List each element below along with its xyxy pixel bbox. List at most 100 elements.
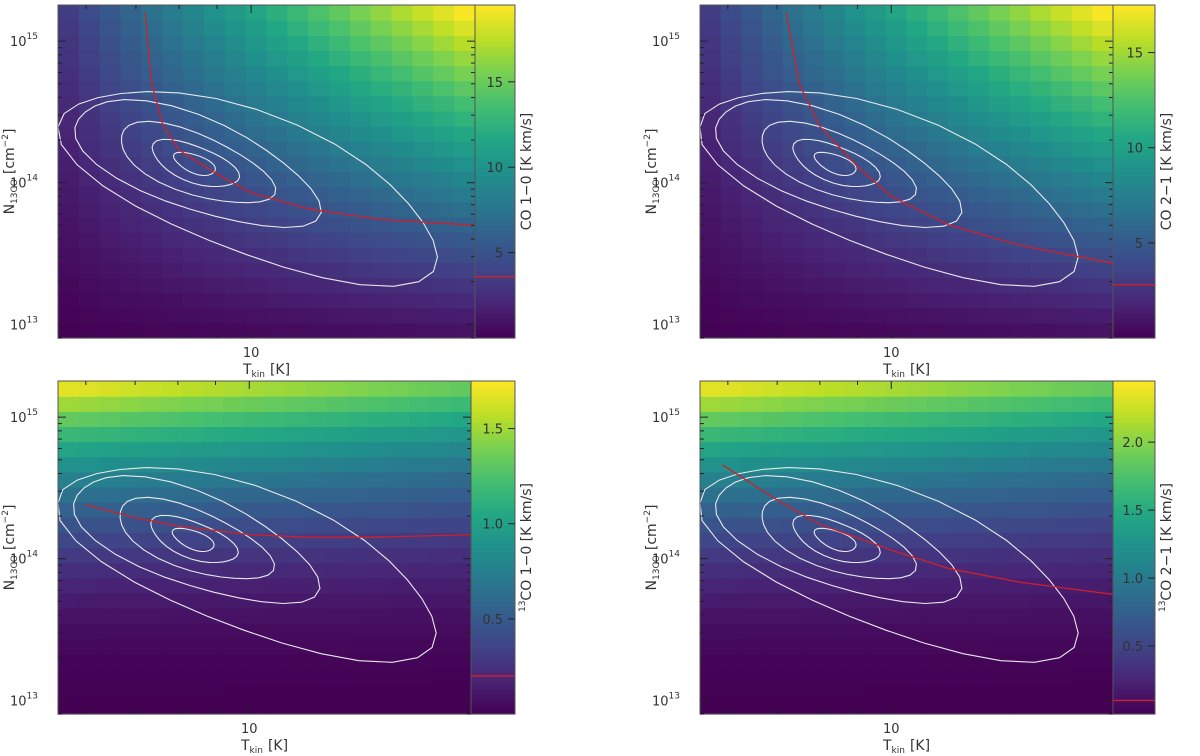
heatmap-cell [1092, 608, 1114, 624]
colorbar-segment [471, 485, 515, 490]
heatmap-cell [347, 592, 369, 609]
heatmap-cell [865, 50, 887, 67]
colorbar-segment [1113, 485, 1155, 490]
heatmap-cell [741, 592, 763, 609]
heatmap-cell [865, 638, 887, 655]
heatmap-cell [367, 517, 389, 533]
colorbar-segment [1113, 593, 1155, 599]
heatmap-cell [1030, 201, 1052, 218]
colorbar-segment [1113, 493, 1155, 499]
colorbar-segment [1113, 304, 1155, 310]
heatmap-cell [700, 95, 722, 112]
heatmap-cell [844, 50, 866, 67]
colorbar-label-rest: CO 1−0 [K km/s] [519, 113, 535, 231]
heatmap-cell [865, 80, 887, 97]
colorbar-segment [471, 460, 515, 465]
heatmap-cell [906, 517, 928, 533]
heatmap-cell [308, 232, 330, 248]
heatmap-cell [1030, 502, 1052, 518]
heatmap-cell [181, 441, 204, 458]
heatmap-cell [285, 517, 307, 533]
heatmap-cell [161, 456, 183, 473]
heatmap-cell [58, 471, 80, 488]
heatmap-cell [823, 216, 846, 233]
heatmap-cell [141, 201, 163, 218]
heatmap-cell [1009, 668, 1031, 685]
colorbar-segment [471, 639, 515, 644]
heatmap-cell [78, 668, 100, 685]
colorbar-segment [1113, 397, 1155, 403]
heatmap-cell [720, 126, 742, 142]
heatmap-cell [287, 247, 309, 263]
heatmap-cell [844, 577, 866, 594]
heatmap-cell [140, 577, 162, 594]
heatmap-cell [761, 608, 784, 624]
heatmap-cell [450, 683, 472, 700]
heatmap-cell [700, 698, 722, 715]
heatmap-cell [803, 156, 825, 173]
heatmap-cell [285, 592, 307, 609]
heatmap-cell [412, 186, 434, 203]
colorbar-segment [475, 121, 515, 127]
heatmap-cell [761, 653, 784, 670]
heatmap-cell [140, 653, 162, 670]
colorbar-segment [1113, 430, 1155, 436]
heatmap-cell [78, 608, 100, 624]
heatmap-cell [266, 50, 288, 67]
colorbar-segment [1113, 659, 1155, 665]
heatmap-cell [720, 517, 742, 533]
heatmap-cell [450, 502, 472, 518]
heatmap-cell [1071, 608, 1093, 624]
heatmap-cell [1092, 623, 1114, 639]
colorbar-segment [1113, 217, 1155, 223]
heatmap-cell [78, 441, 100, 458]
colorbar-segment [471, 381, 515, 386]
heatmap-cell [370, 65, 393, 82]
colorbar-segment [475, 38, 515, 44]
heatmap-cell [968, 698, 990, 715]
heatmap-cell [823, 262, 846, 279]
heatmap-cell [119, 638, 142, 655]
heatmap-cell [927, 683, 949, 700]
colorbar-segment [1113, 518, 1155, 524]
heatmap-cell [409, 562, 431, 579]
heatmap-cell [162, 126, 184, 142]
heatmap-cell [141, 277, 163, 294]
heatmap-cell [119, 592, 142, 609]
heatmap-cell [285, 577, 307, 594]
heatmap-cell [885, 171, 908, 188]
heatmap-cell [1051, 562, 1073, 579]
heatmap-cell [181, 562, 204, 579]
colorbar-segment [1113, 221, 1155, 227]
heatmap-cell [720, 171, 742, 188]
y-axis-label-unit-sup: −2 [643, 134, 653, 147]
heatmap-cell [1009, 50, 1031, 67]
heatmap-cell [700, 50, 722, 67]
heatmap-cell [305, 471, 328, 488]
heatmap-cell [989, 426, 1011, 443]
heatmap-cell [99, 396, 121, 412]
heatmap-cell [329, 95, 351, 112]
colorbar-segment [471, 605, 515, 611]
heatmap-cell [1030, 247, 1052, 263]
heatmap-cell [287, 171, 309, 188]
heatmap-cell [1030, 683, 1052, 700]
heatmap-cell [287, 186, 309, 203]
heatmap-cell [202, 638, 224, 655]
heatmap-cell [223, 592, 245, 609]
heatmap-cell [78, 638, 100, 655]
heatmap-cell [947, 411, 970, 428]
heatmap-cell [782, 668, 804, 685]
y-tick-label: 1014 [10, 174, 38, 192]
heatmap-cell [968, 307, 990, 324]
heatmap-cell [224, 277, 247, 294]
heatmap-cell [1009, 292, 1031, 309]
colorbar-segment [471, 510, 515, 515]
colorbar-segment [1113, 618, 1155, 624]
heatmap-cell [803, 50, 825, 67]
heatmap-cell [162, 110, 184, 127]
colorbar-segment [1113, 614, 1155, 619]
heatmap-cell [782, 247, 804, 263]
y-tick-base: 10 [652, 177, 669, 192]
